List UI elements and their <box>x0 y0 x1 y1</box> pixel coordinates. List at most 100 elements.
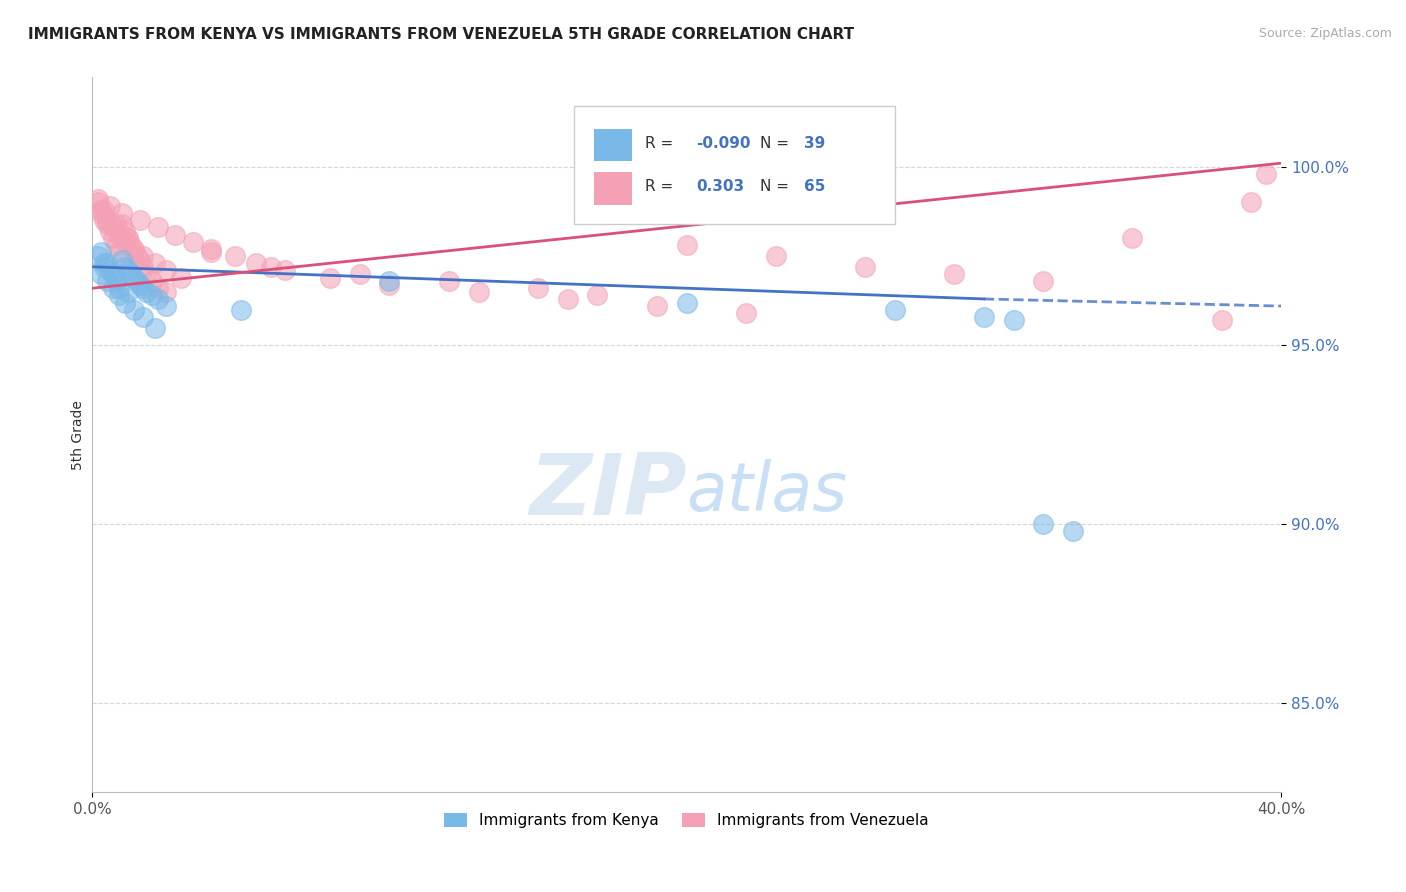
Point <box>765 249 787 263</box>
Point <box>224 249 246 263</box>
Text: Source: ZipAtlas.com: Source: ZipAtlas.com <box>1258 27 1392 40</box>
Text: 65: 65 <box>804 179 825 194</box>
Point <box>943 267 966 281</box>
Point <box>200 245 222 260</box>
Point <box>467 285 489 299</box>
Point <box>117 231 139 245</box>
Point <box>1256 167 1278 181</box>
Point <box>229 302 252 317</box>
Point <box>319 270 342 285</box>
Point <box>1032 274 1054 288</box>
Point <box>104 238 127 252</box>
Point <box>165 227 187 242</box>
Point <box>98 199 121 213</box>
Point <box>245 256 267 270</box>
Point <box>96 217 118 231</box>
Point <box>1240 195 1263 210</box>
Point <box>675 238 697 252</box>
Point <box>146 292 169 306</box>
FancyBboxPatch shape <box>574 106 894 224</box>
Point <box>274 263 297 277</box>
Point <box>111 206 134 220</box>
Point <box>108 245 131 260</box>
Point <box>128 277 150 292</box>
Point <box>90 267 112 281</box>
Point <box>132 249 155 263</box>
Text: atlas: atlas <box>686 458 848 524</box>
Text: 0.303: 0.303 <box>696 179 744 194</box>
Point <box>557 292 579 306</box>
Point <box>87 195 110 210</box>
Point <box>122 245 145 260</box>
Point <box>117 231 139 245</box>
Point <box>101 220 124 235</box>
Point <box>155 285 177 299</box>
Point <box>96 274 118 288</box>
Point <box>108 227 131 242</box>
Point <box>122 242 145 256</box>
Point <box>146 220 169 235</box>
Point <box>132 260 155 274</box>
Point <box>114 224 136 238</box>
Text: ZIP: ZIP <box>529 450 686 533</box>
Point <box>128 252 150 267</box>
Point <box>349 267 371 281</box>
Point <box>132 310 155 324</box>
Point <box>120 238 142 252</box>
Point <box>141 274 163 288</box>
Point <box>146 281 169 295</box>
Point <box>122 270 145 285</box>
Point <box>128 213 150 227</box>
Point <box>181 235 204 249</box>
Point <box>259 260 281 274</box>
Point <box>1211 313 1233 327</box>
Point <box>170 270 193 285</box>
Point <box>143 320 166 334</box>
Point <box>586 288 609 302</box>
Point <box>90 206 112 220</box>
Point <box>87 249 110 263</box>
Point <box>117 263 139 277</box>
Point <box>1121 231 1143 245</box>
Point <box>122 302 145 317</box>
Point <box>155 299 177 313</box>
Text: N =: N = <box>761 179 794 194</box>
Point <box>527 281 550 295</box>
Text: R =: R = <box>645 136 678 151</box>
Point <box>114 295 136 310</box>
Point <box>120 267 142 281</box>
Point <box>114 235 136 249</box>
Point <box>104 274 127 288</box>
Text: -0.090: -0.090 <box>696 136 751 151</box>
Text: IMMIGRANTS FROM KENYA VS IMMIGRANTS FROM VENEZUELA 5TH GRADE CORRELATION CHART: IMMIGRANTS FROM KENYA VS IMMIGRANTS FROM… <box>28 27 855 42</box>
Point <box>93 260 115 274</box>
Point <box>735 306 758 320</box>
Point <box>135 267 157 281</box>
Point <box>93 202 115 217</box>
Point <box>93 213 115 227</box>
Y-axis label: 5th Grade: 5th Grade <box>72 400 86 469</box>
Legend: Immigrants from Kenya, Immigrants from Venezuela: Immigrants from Kenya, Immigrants from V… <box>439 807 935 834</box>
Point <box>1062 524 1084 538</box>
Point <box>675 295 697 310</box>
Point <box>96 213 118 227</box>
Point <box>883 302 905 317</box>
Point <box>1002 313 1025 327</box>
Point <box>98 263 121 277</box>
Point <box>117 285 139 299</box>
Point <box>87 192 110 206</box>
Point <box>111 217 134 231</box>
Point <box>101 231 124 245</box>
Point <box>125 249 148 263</box>
Text: 39: 39 <box>804 136 825 151</box>
Point <box>645 299 668 313</box>
Point <box>853 260 876 274</box>
Point <box>90 245 112 260</box>
Point <box>973 310 995 324</box>
FancyBboxPatch shape <box>593 172 631 204</box>
Point <box>90 202 112 217</box>
Point <box>101 281 124 295</box>
Point <box>114 260 136 274</box>
FancyBboxPatch shape <box>593 128 631 161</box>
Point <box>111 252 134 267</box>
